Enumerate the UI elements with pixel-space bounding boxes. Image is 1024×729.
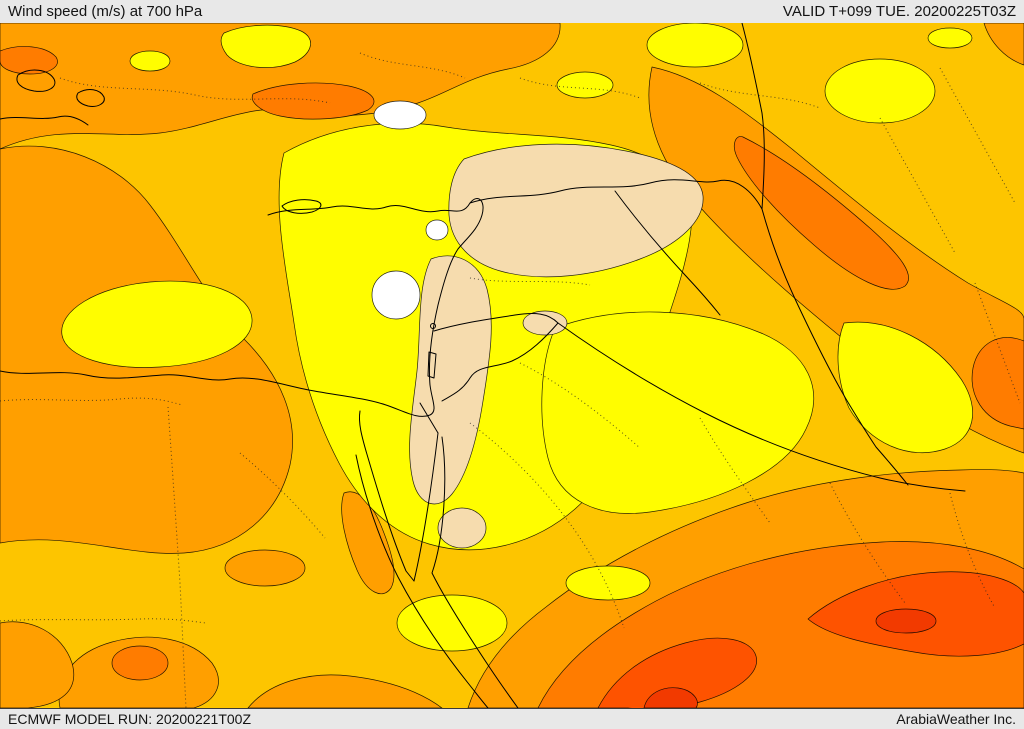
dotted-boundary-egypt-diag [239, 452, 326, 539]
map-footer-bar: ECMWF MODEL RUN: 20200221T00Z ArabiaWeat… [0, 708, 1024, 729]
valid-time-label: VALID T+099 TUE. 20200225T03Z [782, 3, 1016, 20]
contour-deep-orange-far-right [971, 337, 1024, 430]
coastline-mediterranean [0, 198, 484, 417]
contour-deep-orange-topleft-streak [251, 82, 375, 120]
contour-cream-north [448, 143, 704, 278]
border-egypt-israel [419, 402, 439, 434]
dotted-boundary-iran-a [879, 117, 956, 254]
dotted-boundary-saudi-a [469, 422, 625, 629]
coastline-aegean [0, 115, 89, 126]
contour-cream-vertical-strip [409, 255, 492, 505]
lake-dead-sea [427, 351, 437, 379]
contour-white-anatolia [373, 100, 427, 130]
attribution-label: ArabiaWeather Inc. [896, 711, 1016, 727]
lake-anatolia-b [76, 89, 105, 107]
contour-yellow-top-e [927, 27, 973, 49]
border-turkey-syria [469, 179, 763, 210]
lake-galilee [430, 323, 436, 329]
contour-yellow-top-right [824, 58, 936, 124]
contour-orange-top-right-corner [983, 23, 1024, 66]
contour-yellow-top-f [129, 50, 171, 72]
dotted-boundary-turkey-d [699, 82, 821, 109]
dotted-boundary-turkey-a [59, 77, 331, 104]
contour-orange-small-central [224, 549, 306, 587]
lake-anatolia-a [16, 69, 56, 92]
contour-orange-bottom-left-corner [0, 621, 74, 708]
border-jordan-saudi [441, 322, 559, 402]
contour-yellow-top-c [556, 71, 614, 99]
dotted-boundary-iran-c [974, 282, 1021, 404]
dotted-boundary-saudi-d [829, 482, 906, 604]
contour-red-core-southeast [875, 608, 937, 634]
contour-deep-orange-bottom-left-spot [111, 645, 169, 681]
dotted-boundary-egypt-vertical [167, 406, 187, 708]
contour-red-core-south [643, 687, 698, 708]
contour-yellow-top-b [646, 23, 744, 68]
dotted-boundary-turkey-b [359, 52, 466, 79]
model-run-label: ECMWF MODEL RUN: 20200221T00Z [8, 711, 251, 727]
border-syria-iraq [614, 190, 721, 316]
map-area [0, 23, 1024, 708]
border-iraq-saudi [557, 322, 966, 492]
contour-cream-south-tail [437, 507, 487, 549]
coastline-sinai-west [365, 450, 415, 582]
contour-deep-orange-right-band-core [734, 136, 909, 290]
dotted-boundary-syria [469, 277, 591, 286]
coastline-sinai-east [413, 432, 439, 582]
wind-speed-map [0, 23, 1024, 708]
contour-yellow-left-center [61, 280, 253, 368]
contour-yellow-top-a [220, 24, 311, 68]
coastline-red-sea-african [355, 454, 489, 708]
dotted-boundary-turkey-c [519, 77, 641, 99]
contour-deep-orange-topleft-corner [0, 46, 58, 75]
contour-yellow-right-corridor [837, 321, 973, 453]
contour-orange-suez-streak [341, 491, 395, 594]
contour-yellow-south-pocket-b [396, 594, 508, 652]
contour-yellow-east [541, 311, 815, 514]
contour-orange-bottom-center-band [247, 674, 443, 708]
coastline-cyprus [281, 199, 322, 214]
coastline-red-sea-arabian [431, 436, 519, 708]
contour-yellow-south-pocket-a [565, 565, 651, 601]
map-title: Wind speed (m/s) at 700 hPa [8, 3, 203, 20]
border-iraq-iran [761, 208, 909, 486]
contour-cream-east-spot [522, 310, 568, 336]
border-turkey-iran [741, 23, 765, 210]
map-header-bar: Wind speed (m/s) at 700 hPa VALID T+099 … [0, 0, 1024, 23]
dotted-boundary-iran-b [939, 67, 1016, 204]
contour-white-levant [371, 270, 421, 320]
coastline-suez-head [359, 410, 367, 452]
contour-white-small [425, 219, 449, 241]
border-jordan-syria [433, 313, 559, 332]
